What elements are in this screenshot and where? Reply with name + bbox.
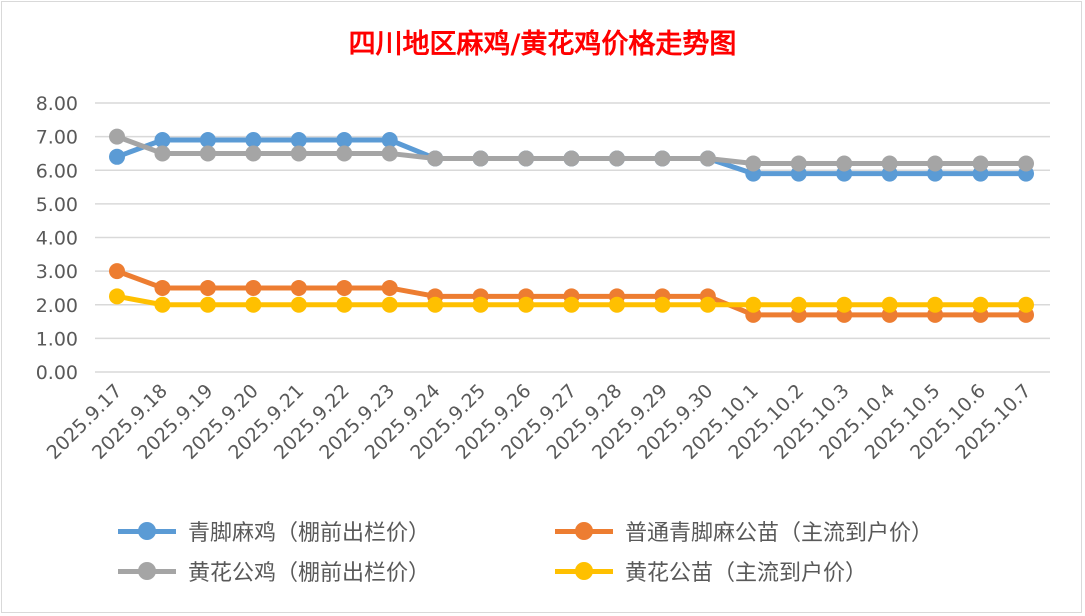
data-point-3-19 xyxy=(972,296,989,313)
data-point-2-6 xyxy=(381,145,398,162)
data-point-3-12 xyxy=(654,296,671,313)
legend-label: 黄花公苗（主流到户价） xyxy=(625,561,868,586)
legend-item-3: 黄花公苗（主流到户价） xyxy=(555,556,867,586)
data-point-3-2 xyxy=(199,296,216,313)
data-point-2-10 xyxy=(563,150,580,167)
data-point-2-1 xyxy=(154,145,171,162)
data-point-0-1 xyxy=(154,131,171,148)
y-tick-label: 5.00 xyxy=(36,194,78,216)
data-point-2-5 xyxy=(336,145,353,162)
data-point-2-9 xyxy=(518,150,535,167)
data-point-1-0 xyxy=(109,263,125,280)
chart-title: 四川地区麻鸡/黄花鸡价格走势图 xyxy=(348,29,737,60)
data-point-3-7 xyxy=(427,296,444,313)
data-point-1-1 xyxy=(154,279,171,296)
data-point-3-20 xyxy=(1018,296,1034,313)
data-point-3-4 xyxy=(290,296,307,313)
y-tick-label: 3.00 xyxy=(36,261,78,283)
data-point-2-11 xyxy=(608,150,625,167)
data-point-3-13 xyxy=(699,296,716,313)
data-point-3-6 xyxy=(381,296,398,313)
data-point-2-15 xyxy=(790,155,807,172)
data-point-2-12 xyxy=(654,150,671,167)
data-point-3-1 xyxy=(154,296,171,313)
data-point-2-4 xyxy=(290,145,307,162)
y-tick-label: 0.00 xyxy=(36,362,78,384)
data-point-2-16 xyxy=(836,155,853,172)
y-tick-label: 1.00 xyxy=(36,328,78,350)
data-point-3-14 xyxy=(745,296,762,313)
y-tick-label: 7.00 xyxy=(36,127,78,149)
data-point-0-3 xyxy=(245,131,262,148)
data-point-2-7 xyxy=(427,150,444,167)
legend-label: 青脚麻鸡（棚前出栏价） xyxy=(188,521,431,546)
data-point-3-17 xyxy=(881,296,898,313)
data-point-1-6 xyxy=(381,279,398,296)
y-tick-label: 4.00 xyxy=(36,228,78,250)
data-point-2-17 xyxy=(881,155,898,172)
data-point-0-2 xyxy=(199,131,216,148)
data-point-1-2 xyxy=(199,279,216,296)
data-point-2-19 xyxy=(972,155,989,172)
data-point-2-0 xyxy=(109,128,125,145)
data-point-0-6 xyxy=(381,131,398,148)
legend-item-0: 青脚麻鸡（棚前出栏价） xyxy=(118,516,430,546)
data-point-0-5 xyxy=(336,131,353,148)
data-point-3-16 xyxy=(836,296,853,313)
data-point-0-0 xyxy=(109,148,125,165)
data-point-2-8 xyxy=(472,150,489,167)
data-point-1-5 xyxy=(336,279,353,296)
legend-label: 黄花公鸡（棚前出栏价） xyxy=(188,561,431,586)
legend-label: 普通青脚麻公苗（主流到户价） xyxy=(625,521,934,546)
data-point-2-13 xyxy=(699,150,716,167)
legend-swatch xyxy=(118,556,176,586)
data-point-1-3 xyxy=(245,279,262,296)
data-point-3-10 xyxy=(563,296,580,313)
data-point-3-18 xyxy=(927,296,944,313)
data-point-3-9 xyxy=(518,296,535,313)
legend-item-1: 普通青脚麻公苗（主流到户价） xyxy=(555,516,933,546)
data-point-3-3 xyxy=(245,296,262,313)
legend-swatch xyxy=(555,556,613,586)
data-point-2-14 xyxy=(745,155,762,172)
data-point-2-2 xyxy=(199,145,216,162)
data-point-2-3 xyxy=(245,145,262,162)
data-point-3-11 xyxy=(608,296,625,313)
y-tick-label: 6.00 xyxy=(36,160,78,182)
legend-swatch xyxy=(118,516,176,546)
y-tick-label: 2.00 xyxy=(36,295,78,317)
data-point-3-8 xyxy=(472,296,489,313)
data-point-1-4 xyxy=(290,279,307,296)
data-point-3-5 xyxy=(336,296,353,313)
data-point-3-0 xyxy=(109,288,125,305)
y-tick-label: 8.00 xyxy=(36,93,78,115)
data-point-0-4 xyxy=(290,131,307,148)
data-point-2-20 xyxy=(1018,155,1034,172)
legend-swatch xyxy=(555,516,613,546)
data-point-3-15 xyxy=(790,296,807,313)
data-point-2-18 xyxy=(927,155,944,172)
legend-item-2: 黄花公鸡（棚前出栏价） xyxy=(118,556,430,586)
